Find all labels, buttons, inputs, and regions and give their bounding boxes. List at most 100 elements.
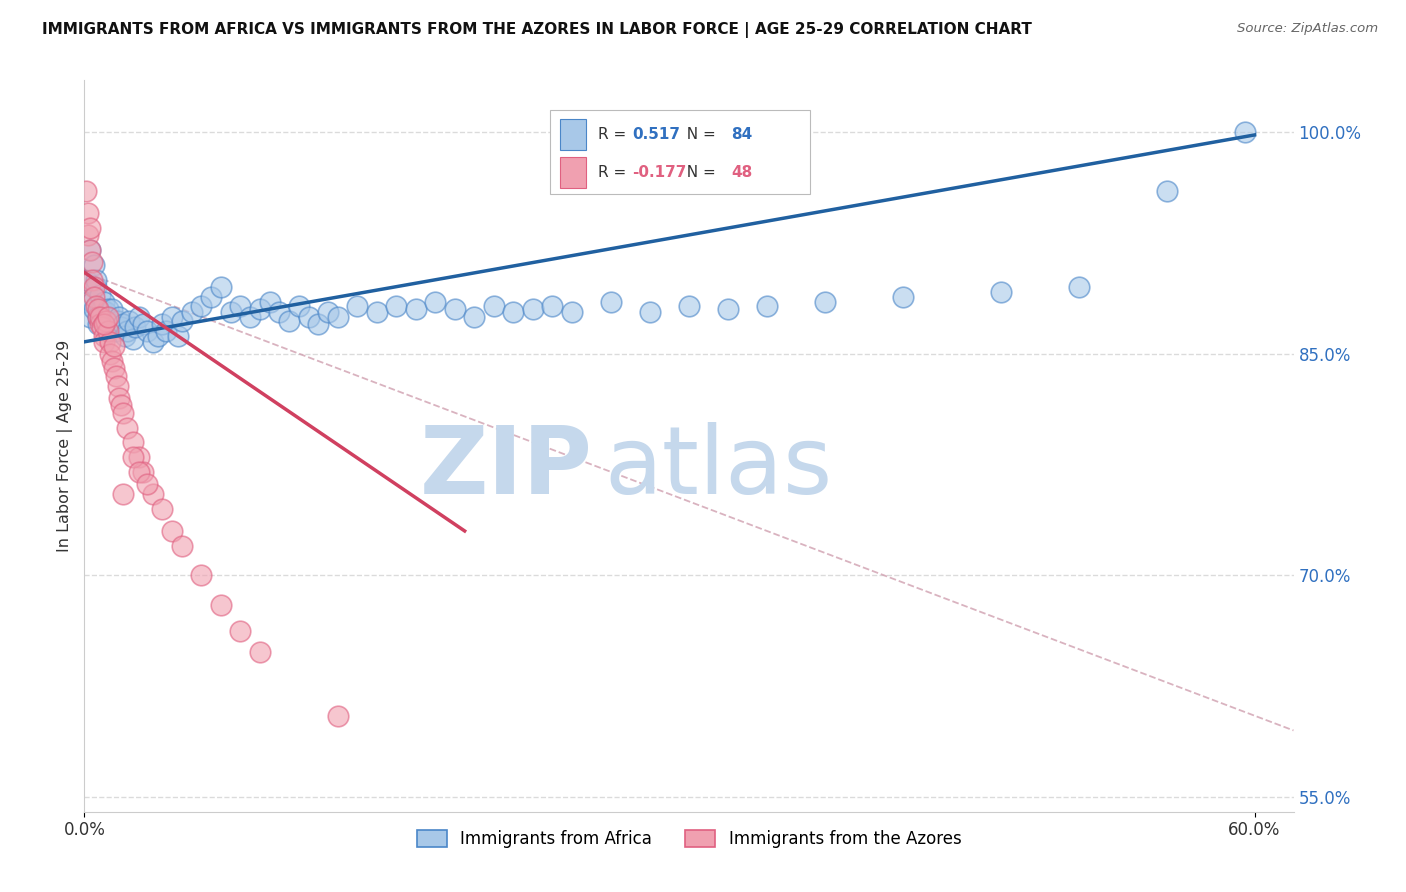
Point	[82, 273, 104, 287]
Point	[110, 320, 132, 334]
Point	[167, 329, 190, 343]
Point	[142, 334, 165, 349]
Point	[77, 294, 100, 309]
Point	[482, 299, 505, 313]
FancyBboxPatch shape	[550, 110, 810, 194]
Point	[93, 317, 115, 331]
Point	[75, 184, 97, 198]
Text: IMMIGRANTS FROM AFRICA VS IMMIGRANTS FROM THE AZORES IN LABOR FORCE | AGE 25-29 : IMMIGRANTS FROM AFRICA VS IMMIGRANTS FRO…	[42, 22, 1032, 38]
Point	[298, 310, 321, 324]
Point	[122, 450, 145, 464]
Point	[385, 299, 408, 313]
Point	[561, 305, 583, 319]
Point	[114, 329, 136, 343]
Point	[522, 302, 544, 317]
Text: atlas: atlas	[605, 422, 832, 514]
Point	[229, 624, 252, 639]
Point	[83, 302, 105, 317]
Point	[112, 317, 135, 331]
Point	[77, 206, 100, 220]
Text: Source: ZipAtlas.com: Source: ZipAtlas.com	[1237, 22, 1378, 36]
Bar	[560, 120, 586, 150]
Point	[148, 329, 170, 343]
Point	[112, 487, 135, 501]
Point	[93, 334, 115, 349]
Point	[316, 305, 339, 319]
Point	[249, 302, 271, 317]
Point	[90, 310, 112, 324]
Point	[249, 645, 271, 659]
Text: R =: R =	[599, 165, 631, 180]
Point	[97, 310, 120, 324]
Text: R =: R =	[599, 128, 631, 142]
Text: 0.517: 0.517	[633, 128, 681, 142]
Y-axis label: In Labor Force | Age 25-29: In Labor Force | Age 25-29	[58, 340, 73, 552]
Point	[307, 317, 329, 331]
Point	[98, 346, 121, 360]
Point	[755, 299, 778, 313]
Point	[84, 273, 107, 287]
Point	[89, 287, 111, 301]
Point	[82, 255, 104, 269]
Point	[107, 314, 129, 328]
Point	[104, 368, 127, 383]
Point	[1067, 280, 1090, 294]
Point	[79, 244, 101, 258]
Point	[229, 299, 252, 313]
Point	[77, 228, 100, 243]
Point	[98, 311, 121, 326]
Point	[108, 391, 131, 405]
Point	[94, 314, 117, 328]
Point	[103, 339, 125, 353]
Point	[814, 294, 837, 309]
Point	[122, 435, 145, 450]
Point	[259, 294, 281, 309]
Point	[89, 310, 111, 324]
Point	[112, 406, 135, 420]
Point	[180, 305, 202, 319]
Point	[98, 334, 121, 349]
Text: ZIP: ZIP	[419, 422, 592, 514]
Point	[87, 317, 110, 331]
Point	[108, 310, 131, 324]
Point	[97, 325, 120, 339]
Point	[190, 568, 212, 582]
Point	[87, 310, 110, 324]
Point	[326, 310, 349, 324]
Point	[117, 325, 139, 339]
Point	[132, 465, 155, 479]
Point	[239, 310, 262, 324]
Point	[117, 420, 139, 434]
Bar	[560, 157, 586, 188]
Point	[502, 305, 524, 319]
Point	[79, 310, 101, 324]
Point	[79, 221, 101, 235]
Point	[104, 325, 127, 339]
Point	[83, 280, 105, 294]
Point	[288, 299, 311, 313]
Text: N =: N =	[676, 128, 720, 142]
Point	[170, 539, 193, 553]
Point	[100, 354, 122, 368]
Point	[87, 302, 110, 317]
Point	[209, 280, 232, 294]
Point	[160, 310, 183, 324]
Point	[1233, 125, 1256, 139]
Point	[717, 302, 740, 317]
Text: 48: 48	[731, 165, 752, 180]
Point	[98, 320, 121, 334]
Point	[990, 285, 1012, 299]
Point	[93, 314, 115, 328]
Point	[103, 317, 125, 331]
Point	[132, 317, 155, 331]
Point	[107, 379, 129, 393]
Point	[135, 476, 157, 491]
Point	[82, 294, 104, 309]
Point	[103, 361, 125, 376]
Point	[893, 291, 915, 305]
Point	[128, 465, 150, 479]
Point	[83, 291, 105, 305]
Point	[90, 302, 112, 317]
Text: N =: N =	[676, 165, 720, 180]
Point	[94, 317, 117, 331]
